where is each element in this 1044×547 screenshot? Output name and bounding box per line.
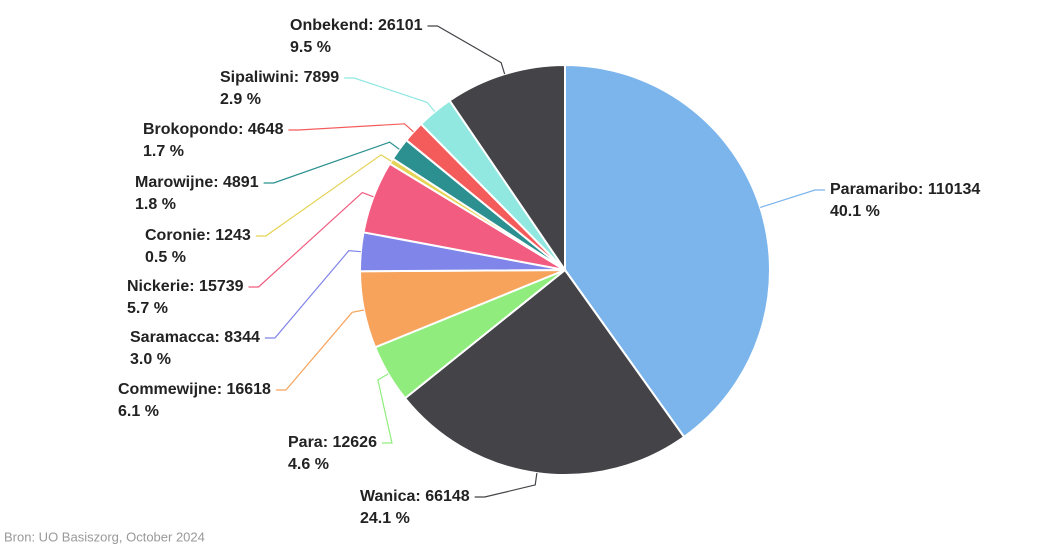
connector (264, 249, 361, 339)
data-label: Para: 12626 (288, 434, 377, 451)
connector (474, 472, 538, 498)
data-label: Saramacca: 8344 (130, 329, 260, 346)
source-note: Bron: UO Basiszorg, October 2024 (4, 529, 205, 544)
percent-label: 9.5 % (290, 39, 331, 56)
connector (760, 189, 825, 209)
pie-slice (564, 63, 771, 439)
connector (263, 141, 400, 184)
connector (275, 309, 365, 391)
connector (427, 25, 506, 75)
data-label: Sipaliwini: 7899 (220, 69, 339, 86)
data-label: Coronie: 1243 (145, 227, 251, 244)
percent-label: 2.9 % (220, 91, 261, 108)
data-label: Wanica: 66148 (360, 488, 470, 505)
percent-label: 24.1 % (360, 510, 410, 527)
data-label: Marowijne: 4891 (135, 174, 259, 191)
connector (248, 191, 374, 288)
percent-label: 1.8 % (135, 196, 176, 213)
percent-label: 3.0 % (130, 351, 171, 368)
percent-label: 1.7 % (143, 143, 184, 160)
data-label: Nickerie: 15739 (127, 278, 244, 295)
percent-label: 0.5 % (145, 249, 186, 266)
percent-label: 4.6 % (288, 456, 329, 473)
percent-label: 40.1 % (830, 203, 880, 220)
pie-slice (403, 268, 686, 476)
percent-label: 6.1 % (118, 403, 159, 420)
percent-label: 5.7 % (127, 300, 168, 317)
connector (377, 373, 393, 444)
data-label: Brokopondo: 4648 (143, 121, 284, 138)
pie-slice (448, 63, 566, 274)
data-label: Paramaribo: 110134 (830, 181, 980, 198)
connector (344, 77, 436, 113)
connector (255, 154, 392, 237)
data-label: Commewijne: 16618 (118, 381, 271, 398)
data-label: Onbekend: 26101 (290, 17, 423, 34)
connector (288, 123, 414, 133)
